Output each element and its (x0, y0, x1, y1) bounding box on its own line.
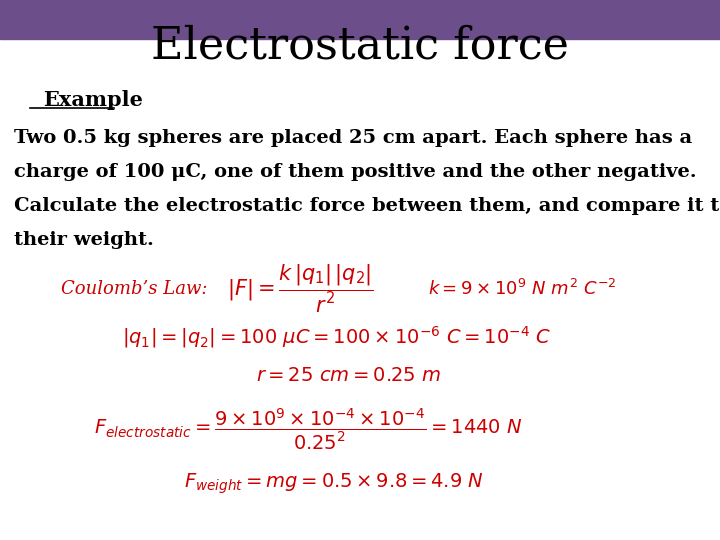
Text: their weight.: their weight. (14, 231, 154, 249)
Text: $r = 25\ cm = 0.25\ m$: $r = 25\ cm = 0.25\ m$ (256, 366, 441, 385)
Text: Coulomb’s Law:: Coulomb’s Law: (61, 280, 207, 298)
Text: $F_{weight} = mg = 0.5 \times 9.8 = 4.9\ N$: $F_{weight} = mg = 0.5 \times 9.8 = 4.9\… (184, 471, 483, 496)
Text: Example: Example (43, 90, 143, 110)
Text: $|F| = \dfrac{k\,|q_1|\,|q_2|}{r^2}$: $|F| = \dfrac{k\,|q_1|\,|q_2|}{r^2}$ (227, 263, 374, 315)
Text: Two 0.5 kg spheres are placed 25 cm apart. Each sphere has a: Two 0.5 kg spheres are placed 25 cm apar… (14, 129, 693, 147)
Text: Calculate the electrostatic force between them, and compare it to: Calculate the electrostatic force betwee… (14, 197, 720, 215)
Text: $|q_1| = |q_2| = 100\ \mu C = 100 \times 10^{-6}\ C = 10^{-4}\ C$: $|q_1| = |q_2| = 100\ \mu C = 100 \times… (122, 325, 552, 350)
Text: $F_{electrostatic} = \dfrac{9 \times 10^9 \times 10^{-4} \times 10^{-4}}{0.25^2}: $F_{electrostatic} = \dfrac{9 \times 10^… (94, 407, 523, 452)
FancyBboxPatch shape (0, 0, 720, 39)
Text: Electrostatic force: Electrostatic force (151, 24, 569, 68)
Text: charge of 100 μC, one of them positive and the other negative.: charge of 100 μC, one of them positive a… (14, 163, 697, 181)
Text: $k = 9 \times 10^9\ N\ m^2\ C^{-2}$: $k = 9 \times 10^9\ N\ m^2\ C^{-2}$ (428, 279, 617, 299)
